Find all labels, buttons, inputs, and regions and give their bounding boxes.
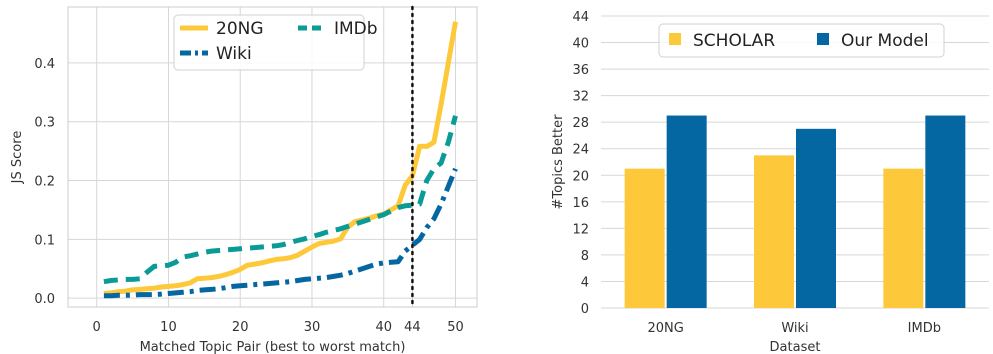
y-tick-label: 0.2 — [34, 175, 55, 190]
y-tick-label: 0 — [581, 302, 589, 317]
y-tick-label: 0.0 — [34, 292, 55, 307]
x-tick-label: 40 — [375, 320, 392, 335]
y-tick-label: 8 — [581, 249, 589, 264]
legend-label-our-model: Our Model — [841, 31, 929, 51]
x-tick-label: 10 — [160, 320, 177, 335]
legend: SCHOLAR Our Model — [658, 23, 945, 58]
series-line-20ng — [103, 21, 458, 296]
bar-scholar-imdb — [883, 168, 924, 308]
y-axis-label: #Topics Better — [551, 114, 566, 210]
x-tick-label: 20NG — [647, 321, 683, 336]
y-tick-label: 32 — [572, 90, 589, 105]
bar-our-model-20ng — [666, 115, 707, 308]
y-tick-label: 12 — [572, 222, 589, 237]
x-axis-label: Dataset — [770, 340, 821, 354]
plot-frame — [67, 6, 478, 308]
legend-label-imdb: IMDb — [334, 19, 378, 39]
y-tick-label: 0.3 — [34, 116, 55, 131]
y-tick-label: 28 — [572, 116, 589, 131]
y-tick-label: 16 — [572, 196, 589, 211]
x-tick-label: 44 — [404, 320, 421, 335]
y-tick-label: 44 — [572, 10, 589, 25]
x-tick-label: 0 — [93, 320, 101, 335]
x-tick-label: IMDb — [908, 321, 941, 336]
y-tick-label: 40 — [572, 37, 589, 52]
y-axis-label: JS Score — [10, 131, 25, 185]
y-tick-label: 36 — [572, 63, 589, 78]
legend-swatch-scholar — [669, 33, 681, 45]
bar-our-model-wiki — [796, 128, 836, 308]
x-tick-label: 20 — [232, 320, 249, 335]
legend-label-wiki: Wiki — [216, 44, 252, 64]
y-tick-label: 20 — [572, 169, 589, 184]
bar-scholar-wiki — [754, 155, 794, 308]
bar-scholar-20ng — [624, 168, 665, 308]
y-tick-label: 0.1 — [34, 233, 55, 248]
bar-our-model-imdb — [925, 115, 966, 308]
series-line-imdb — [103, 115, 458, 285]
y-tick-label: 24 — [572, 143, 589, 158]
legend-label-20ng: 20NG — [216, 19, 264, 39]
x-tick-label: 30 — [304, 320, 321, 335]
x-axis-label: Matched Topic Pair (best to worst match) — [140, 340, 406, 354]
legend-swatch-our-model — [817, 33, 829, 45]
x-tick-label: Wiki — [781, 321, 808, 336]
y-tick-label: 0.4 — [34, 57, 55, 72]
legend-label-scholar: SCHOLAR — [693, 31, 775, 51]
legend: 20NG IMDb Wiki — [173, 14, 378, 71]
legend-box — [658, 23, 945, 58]
series-line-wiki — [103, 167, 458, 299]
y-tick-label: 4 — [581, 275, 589, 290]
x-tick-label: 50 — [447, 320, 464, 335]
